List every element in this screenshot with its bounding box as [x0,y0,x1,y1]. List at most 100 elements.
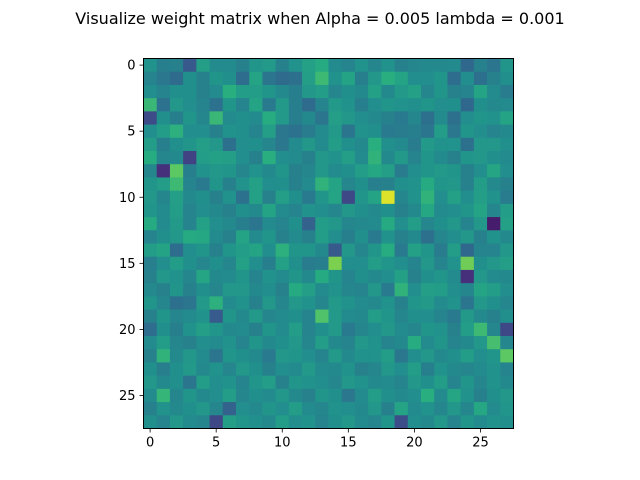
heatmap-cell [183,111,197,125]
heatmap-cell [328,336,343,350]
heatmap-cell [249,388,263,403]
heatmap-cell [341,124,356,139]
heatmap-cell [381,402,395,416]
heatmap-cell [222,177,237,192]
heatmap-cell [315,58,329,73]
heatmap-cell [302,256,316,271]
heatmap-cell [421,402,435,416]
heatmap-cell [381,309,395,324]
heatmap-cell [473,243,488,258]
heatmap-cell [354,164,369,178]
heatmap-cell [434,296,448,310]
heatmap-cell [183,98,197,112]
heatmap-cell [341,164,356,178]
heatmap-cell [236,336,250,350]
heatmap-cell [183,124,197,139]
heatmap-cell [262,71,277,86]
heatmap-cell [394,309,409,324]
heatmap-cell [473,98,488,112]
heatmap-cell [368,190,382,205]
heatmap-cell [169,203,184,218]
heatmap-cell [341,309,356,324]
heatmap-cell [169,375,184,390]
heatmap-cell [275,58,290,73]
heatmap-cell [156,137,171,152]
heatmap-cell [394,137,409,152]
heatmap-cell [169,336,184,350]
heatmap-cell [407,230,422,244]
heatmap-cell [236,243,250,258]
heatmap-cell [196,164,210,178]
heatmap-cell [421,283,435,297]
heatmap-cell [421,190,435,205]
heatmap-cell [381,349,395,363]
heatmap-cell [368,98,382,112]
chart-title: Visualize weight matrix when Alpha = 0.0… [75,9,564,28]
heatmap-cell [421,230,435,244]
heatmap-cell [394,402,409,416]
heatmap-cell [156,124,171,139]
heatmap-cell [302,151,316,165]
heatmap-cell [381,71,395,86]
heatmap-cell [288,98,303,112]
heatmap-cell [222,362,237,377]
y-tick-label: 0 [127,59,135,74]
heatmap-cell [196,283,210,297]
heatmap-cell [407,177,422,192]
heatmap-cell [487,296,501,310]
heatmap-cell [460,336,475,350]
heatmap-cell [302,322,316,337]
heatmap-cell [460,71,475,86]
heatmap-cell [354,336,369,350]
heatmap-cell [460,137,475,152]
heatmap-cell [487,71,501,86]
heatmap-cell [341,137,356,152]
heatmap-cell [169,243,184,258]
heatmap-cell [275,375,290,390]
heatmap-cell [169,349,184,363]
heatmap-cell [169,230,184,244]
heatmap-cell [354,58,369,73]
heatmap-cell [275,349,290,363]
heatmap-cell [222,84,237,99]
x-tick-label: 10 [274,436,291,451]
heatmap-cell [302,164,316,178]
heatmap-cell [209,111,224,125]
heatmap-cell [262,388,277,403]
heatmap-cell [169,111,184,125]
heatmap-cell [328,256,343,271]
heatmap-cell [249,177,263,192]
heatmap-cell [302,203,316,218]
heatmap-cell [394,296,409,310]
heatmap-cell [421,415,435,429]
heatmap-cell [368,230,382,244]
heatmap-cell [236,349,250,363]
heatmap-cell [421,177,435,192]
heatmap-cell [156,415,171,429]
heatmap-cell [434,336,448,350]
heatmap-cell [394,230,409,244]
heatmap-cell [447,269,462,284]
heatmap-cell [275,415,290,429]
heatmap-cell [500,203,514,218]
heatmap-cell [315,230,329,244]
heatmap-cell [407,71,422,86]
heatmap-cell [407,322,422,337]
heatmap-cell [381,217,395,231]
heatmap-cell [156,111,171,125]
heatmap-cell [169,58,184,73]
heatmap-cell [394,349,409,363]
heatmap-cell [407,269,422,284]
heatmap-cell [302,336,316,350]
heatmap-cell [249,98,263,112]
heatmap-cell [341,111,356,125]
heatmap-cell [262,177,277,192]
heatmap-cell [328,98,343,112]
heatmap-cell [500,296,514,310]
x-axis-ticks: 0 5 10 15 20 25 [146,428,489,451]
heatmap-cell [169,296,184,310]
heatmap-cell [407,137,422,152]
heatmap-cell [143,402,158,416]
heatmap-cell [302,243,316,258]
